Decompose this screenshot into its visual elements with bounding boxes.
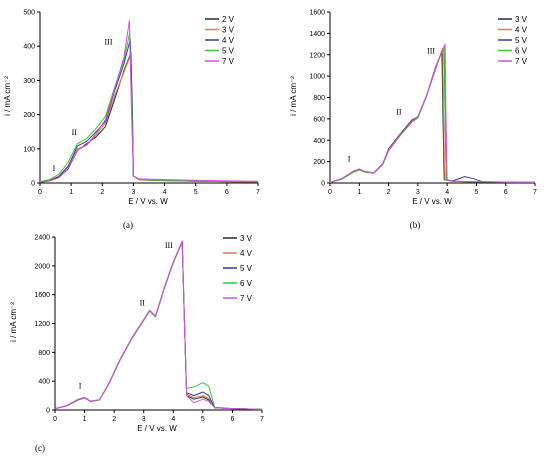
legend-label: 6 V — [515, 47, 528, 56]
x-tick-label: 1 — [83, 416, 87, 423]
legend-label: 7 V — [222, 57, 235, 66]
x-tick-label: 7 — [256, 189, 260, 196]
x-tick-label: 2 — [100, 189, 104, 196]
series-line-2v — [39, 52, 259, 183]
series-line-7v — [39, 20, 259, 183]
peak-label: I — [53, 164, 56, 173]
x-tick-label: 6 — [230, 416, 234, 423]
x-tick-label: 5 — [474, 189, 478, 196]
series-line-5v — [54, 241, 263, 410]
x-tick-label: 6 — [504, 189, 508, 196]
x-tick-label: 4 — [163, 189, 167, 196]
x-tick-label: 0 — [328, 189, 332, 196]
y-tick-label: 500 — [23, 10, 35, 17]
panel-label: (c) — [35, 443, 45, 453]
peak-label: II — [72, 128, 78, 137]
legend-label: 4 V — [240, 249, 253, 258]
y-tick-label: 400 — [23, 44, 35, 51]
y-tick-label: 600 — [313, 116, 325, 123]
peak-label: II — [396, 108, 402, 117]
legend-label: 3 V — [240, 234, 253, 243]
peak-label: II — [140, 298, 146, 307]
y-tick-label: 1400 — [309, 31, 325, 38]
series-line-3v — [39, 55, 259, 183]
series-line-3v — [329, 50, 536, 183]
legend-label: 7 V — [240, 294, 253, 303]
series-line-4v — [54, 241, 263, 410]
y-tick-label: 0 — [321, 181, 325, 188]
x-tick-label: 1 — [69, 189, 73, 196]
y-tick-label: 800 — [38, 350, 50, 357]
x-tick-label: 7 — [533, 189, 537, 196]
y-tick-label: 1200 — [309, 52, 325, 59]
x-tick-label: 3 — [416, 189, 420, 196]
y-tick-label: 400 — [313, 138, 325, 145]
series-line-4v — [329, 47, 536, 183]
y-tick-label: 1000 — [309, 74, 325, 81]
legend-label: 4 V — [515, 26, 528, 35]
y-tick-label: 300 — [23, 78, 35, 85]
series-line-5v — [329, 45, 536, 183]
chart-panel-2: 0 1 2 3 4 5 6 702004006008001000120014001600III… — [289, 10, 537, 231]
series-line-7v — [329, 43, 536, 183]
legend-label: 2 V — [222, 15, 235, 24]
y-tick-label: 1600 — [309, 10, 325, 17]
legend-label: 3 V — [515, 15, 528, 24]
y-axis-label: i / mA cm⁻² — [289, 76, 298, 116]
x-tick-label: 4 — [171, 416, 175, 423]
x-tick-label: 3 — [131, 189, 135, 196]
x-tick-label: 2 — [387, 189, 391, 196]
y-tick-label: 800 — [313, 95, 325, 102]
x-tick-label: 6 — [225, 189, 229, 196]
legend-label: 4 V — [222, 36, 235, 45]
x-tick-label: 3 — [142, 416, 146, 423]
y-tick-label: 1600 — [34, 292, 50, 299]
series-line-7v — [54, 240, 263, 410]
x-axis-label: E / V vs. W — [412, 197, 452, 206]
panel-label: (b) — [410, 220, 421, 230]
x-tick-label: 2 — [112, 416, 116, 423]
y-axis-label: i / mA cm⁻² — [3, 76, 12, 116]
y-tick-label: 2400 — [34, 235, 50, 242]
legend-label: 7 V — [515, 57, 528, 66]
x-tick-label: 5 — [194, 189, 198, 196]
y-tick-label: 0 — [46, 408, 50, 415]
y-tick-label: 400 — [38, 379, 50, 386]
series-line-6v — [329, 46, 536, 183]
legend-label: 5 V — [240, 264, 253, 273]
x-tick-label: 0 — [53, 416, 57, 423]
peak-label: III — [427, 47, 435, 56]
x-tick-label: 0 — [38, 189, 42, 196]
y-tick-label: 0 — [31, 181, 35, 188]
peak-label: III — [165, 241, 173, 250]
peak-label: I — [79, 381, 82, 390]
series-line-6v — [54, 241, 263, 410]
x-tick-label: 7 — [260, 416, 264, 423]
panel-label: (a) — [123, 220, 133, 230]
y-tick-label: 200 — [313, 159, 325, 166]
y-tick-label: 1200 — [34, 321, 50, 328]
y-axis-label: i / mA cm⁻² — [9, 302, 18, 342]
series-line-3v — [54, 240, 263, 410]
y-tick-label: 100 — [23, 146, 35, 153]
peak-label: III — [105, 37, 113, 46]
x-axis-label: E / V vs. W — [128, 197, 168, 206]
x-tick-label: 5 — [201, 416, 205, 423]
y-tick-label: 200 — [23, 112, 35, 119]
x-tick-label: 1 — [357, 189, 361, 196]
peak-label: I — [348, 155, 351, 164]
legend-label: 3 V — [222, 26, 235, 35]
x-axis-label: E / V vs. W — [137, 424, 177, 433]
x-tick-label: 4 — [445, 189, 449, 196]
legend-label: 5 V — [222, 47, 235, 56]
legend-label: 6 V — [240, 279, 253, 288]
y-tick-label: 2000 — [34, 263, 50, 270]
legend-label: 5 V — [515, 36, 528, 45]
